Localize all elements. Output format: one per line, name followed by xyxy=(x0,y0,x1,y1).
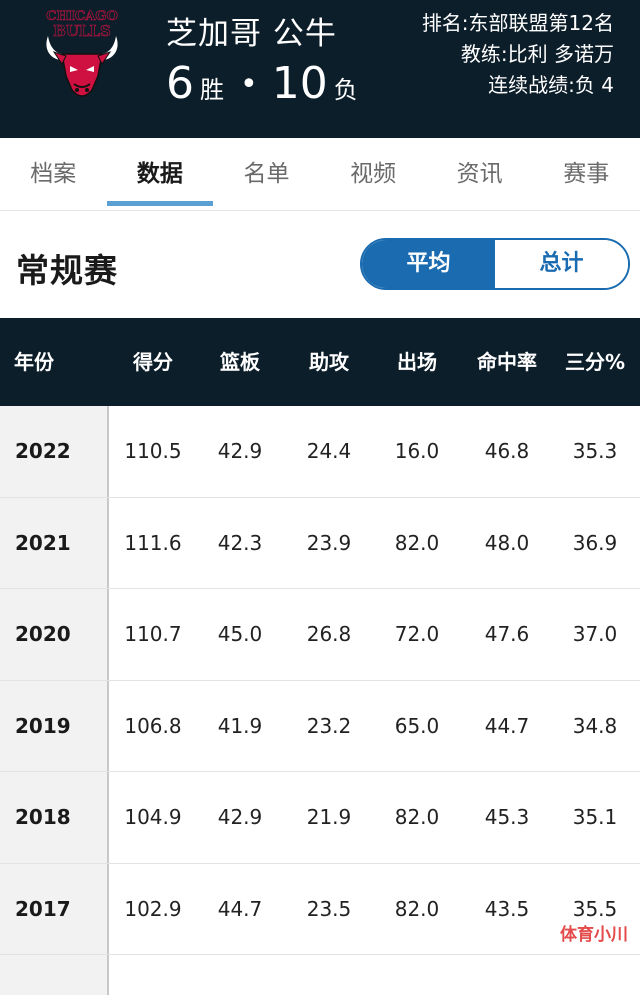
rebounds-cell: 45.0 xyxy=(217,622,263,646)
column-header-3pt-pct: 三分% xyxy=(564,350,626,374)
column-header-points: 得分 xyxy=(133,350,173,374)
column-header-year: 年份 xyxy=(14,350,54,374)
column-header-fg-pct: 命中率 xyxy=(477,350,537,374)
3pt-pct-cell: 35.3 xyxy=(572,439,618,463)
team-record: 6 胜 • 10 负 xyxy=(166,58,358,109)
watermark: 体育小川 xyxy=(560,925,628,945)
fg-pct-cell: 47.6 xyxy=(484,622,530,646)
tab-bar: 档案 数据 名单 视频 资讯 赛事 xyxy=(0,138,640,211)
tab-schedule[interactable]: 赛事 xyxy=(563,161,610,187)
table-row: 2017 102.9 44.7 23.5 82.0 43.5 35.5 xyxy=(0,863,640,955)
svg-text:BULLS: BULLS xyxy=(53,22,111,40)
table-row: 2019 106.8 41.9 23.2 65.0 44.7 34.8 xyxy=(0,680,640,772)
3pt-pct-cell: 35.5 xyxy=(572,896,618,921)
year-label: 2018 xyxy=(15,805,71,829)
head-coach: 教练:比利 多诺万 xyxy=(460,42,614,66)
fg-pct-cell: 44.7 xyxy=(484,713,530,738)
year-cell: 2020 xyxy=(0,589,109,680)
year-cell xyxy=(0,955,109,995)
year-label: 2019 xyxy=(15,713,71,738)
fg-pct-cell: 48.0 xyxy=(484,530,530,555)
column-header-assists: 助攻 xyxy=(309,350,349,374)
year-cell: 2017 xyxy=(0,863,109,954)
table-row: 2021 111.6 42.3 23.9 82.0 48.0 36.9 xyxy=(0,497,640,589)
table-row-partial xyxy=(0,955,640,995)
rebounds-cell: 44.7 xyxy=(217,896,263,921)
points-cell: 102.9 xyxy=(124,896,182,921)
table-row: 2020 110.7 45.0 26.8 72.0 47.6 37.0 xyxy=(0,589,640,681)
year-label: 2022 xyxy=(15,439,71,463)
assists-cell: 26.8 xyxy=(306,622,352,646)
assists-cell: 21.9 xyxy=(306,805,352,829)
year-label: 2017 xyxy=(15,896,71,921)
points-cell: 106.8 xyxy=(124,713,182,738)
games-cell: 82.0 xyxy=(394,896,440,921)
svg-text:CHICAGO: CHICAGO xyxy=(46,9,118,24)
games-cell: 72.0 xyxy=(394,622,440,646)
3pt-pct-cell: 34.8 xyxy=(572,713,618,738)
tab-stats[interactable]: 数据 xyxy=(106,138,214,210)
tab-news[interactable]: 资讯 xyxy=(456,161,503,187)
3pt-pct-cell: 35.1 xyxy=(572,805,618,829)
year-label: 2020 xyxy=(15,622,71,646)
points-cell: 111.6 xyxy=(124,530,182,555)
3pt-pct-cell: 37.0 xyxy=(572,622,618,646)
win-streak: 连续战绩:负 4 xyxy=(488,73,614,97)
section-title: 常规赛 xyxy=(16,251,118,290)
column-header-games: 出场 xyxy=(397,350,437,374)
assists-cell: 24.4 xyxy=(306,439,352,463)
conference-rank: 排名:东部联盟第12名 xyxy=(421,11,614,35)
year-cell: 2018 xyxy=(0,772,109,863)
bulls-logo: CHICAGO BULLS xyxy=(34,6,130,102)
record-separator: • xyxy=(240,67,258,102)
points-cell: 110.7 xyxy=(124,622,182,646)
team-header: CHICAGO BULLS 芝加哥 公牛 6 胜 • 10 负 排名:东部联盟第… xyxy=(0,0,640,138)
rebounds-cell: 41.9 xyxy=(217,713,263,738)
games-cell: 65.0 xyxy=(394,713,440,738)
average-toggle-button[interactable]: 平均 xyxy=(362,240,495,288)
fg-pct-cell: 45.3 xyxy=(484,805,530,829)
assists-cell: 23.9 xyxy=(306,530,352,555)
games-cell: 82.0 xyxy=(394,805,440,829)
3pt-pct-cell: 36.9 xyxy=(572,530,618,555)
points-cell: 104.9 xyxy=(124,805,182,829)
column-header-rebounds: 篮板 xyxy=(220,350,260,374)
assists-cell: 23.5 xyxy=(306,896,352,921)
year-cell: 2019 xyxy=(0,680,109,771)
rebounds-cell: 42.9 xyxy=(217,439,263,463)
rebounds-cell: 42.9 xyxy=(217,805,263,829)
total-toggle-button[interactable]: 总计 xyxy=(495,240,628,288)
wins-count: 6 xyxy=(166,58,194,109)
rebounds-cell: 42.3 xyxy=(217,530,263,555)
stats-table-header: 年份 得分 篮板 助攻 出场 命中率 三分% xyxy=(0,318,640,406)
team-name: 芝加哥 公牛 xyxy=(166,16,337,52)
points-cell: 110.5 xyxy=(124,439,182,463)
tab-videos[interactable]: 视频 xyxy=(350,161,397,187)
losses-unit: 负 xyxy=(333,76,358,104)
tab-profile[interactable]: 档案 xyxy=(30,161,77,187)
average-total-toggle: 平均 总计 xyxy=(360,238,630,290)
table-row: 2022 110.5 42.9 24.4 16.0 46.8 35.3 xyxy=(0,406,640,498)
fg-pct-cell: 46.8 xyxy=(484,439,530,463)
year-cell: 2022 xyxy=(0,406,109,497)
games-cell: 82.0 xyxy=(394,530,440,555)
wins-unit: 胜 xyxy=(200,76,224,104)
year-cell: 2021 xyxy=(0,497,109,588)
year-label: 2021 xyxy=(15,530,71,555)
games-cell: 16.0 xyxy=(394,439,440,463)
tab-roster[interactable]: 名单 xyxy=(243,161,290,187)
team-meta: 排名:东部联盟第12名 教练:比利 多诺万 连续战绩:负 4 xyxy=(422,8,614,101)
stats-table-body: 2022 110.5 42.9 24.4 16.0 46.8 35.3 2021… xyxy=(0,406,640,995)
fg-pct-cell: 43.5 xyxy=(484,896,530,921)
assists-cell: 23.2 xyxy=(306,713,352,738)
table-row: 2018 104.9 42.9 21.9 82.0 45.3 35.1 xyxy=(0,772,640,864)
losses-count: 10 xyxy=(271,58,328,109)
